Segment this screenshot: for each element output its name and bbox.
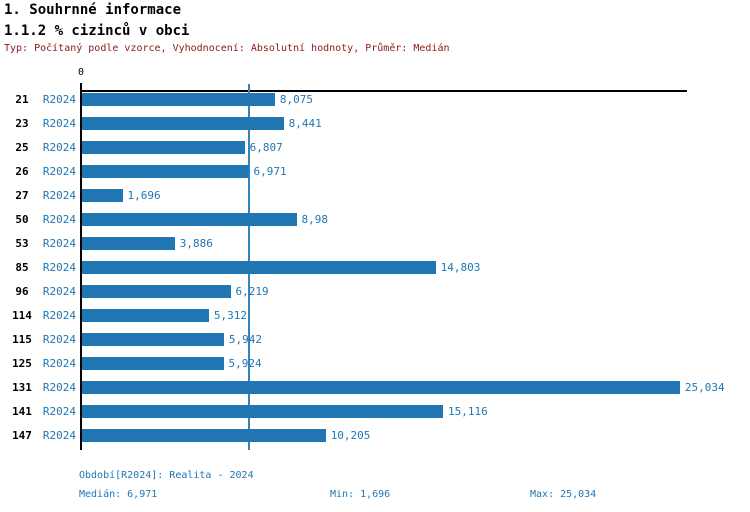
row-category-label: 26 <box>15 165 29 178</box>
bar <box>82 357 224 370</box>
bar-value-label: 5,942 <box>228 333 263 346</box>
bar <box>82 117 284 130</box>
bar <box>82 93 275 106</box>
bar-value-label: 10,205 <box>330 429 371 442</box>
row-series-label: R2024 <box>42 261 76 274</box>
bar-value-label: 6,807 <box>249 141 283 154</box>
bar <box>82 405 443 418</box>
row-category-label: 21 <box>15 93 29 106</box>
row-series-label: R2024 <box>42 429 76 442</box>
row-series-label: R2024 <box>42 381 76 394</box>
bar-value-label: 8,98 <box>301 213 329 226</box>
footer-max: Max: 25,034 <box>530 489 597 500</box>
bar-value-label: 8,075 <box>279 93 314 106</box>
bar-row: 114 R2024 5,312 <box>0 309 750 322</box>
row-series-label: R2024 <box>42 117 76 130</box>
row-category-label: 125 <box>12 357 32 370</box>
row-series-label: R2024 <box>42 165 76 178</box>
row-series-label: R2024 <box>42 333 76 346</box>
bar <box>82 213 297 226</box>
bar-row: 23 R2024 8,441 <box>0 117 750 130</box>
bar-value-label: 6,219 <box>235 285 269 298</box>
bar-row: 21 R2024 8,075 <box>0 93 750 106</box>
row-category-label: 115 <box>12 333 32 346</box>
footer-min: Min: 1,696 <box>330 489 391 500</box>
bar <box>82 285 231 298</box>
bar <box>82 141 245 154</box>
bar-row: 26 R2024 6,971 <box>0 165 750 178</box>
bar-row: 53 R2024 3,886 <box>0 237 750 250</box>
footer-median: Medián: 6,971 <box>79 489 158 500</box>
y-axis-line <box>80 83 82 450</box>
bar <box>82 381 680 394</box>
row-series-label: R2024 <box>42 405 76 418</box>
row-category-label: 147 <box>12 429 32 442</box>
bar-value-label: 15,116 <box>448 405 488 418</box>
bar-row: 125 R2024 5,924 <box>0 357 750 370</box>
bar <box>82 309 209 322</box>
bar-row: 131 R2024 25,034 <box>0 381 750 394</box>
bar-row: 141 R2024 15,116 <box>0 405 750 418</box>
row-series-label: R2024 <box>42 285 76 298</box>
bar-row: 85 R2024 14,803 <box>0 261 750 274</box>
bar <box>82 333 224 346</box>
row-category-label: 131 <box>12 381 32 394</box>
bar-value-label: 8,441 <box>288 117 322 130</box>
footer-period: Období[R2024]: Realita - 2024 <box>79 470 254 481</box>
bar-row: 25 R2024 6,807 <box>0 141 750 154</box>
row-category-label: 23 <box>15 117 29 130</box>
row-category-label: 141 <box>12 405 32 418</box>
bar <box>82 237 175 250</box>
bar-row: 115 R2024 5,942 <box>0 333 750 346</box>
bar-row: 96 R2024 6,219 <box>0 285 750 298</box>
row-series-label: R2024 <box>42 237 76 250</box>
bar-row: 27 R2024 1,696 <box>0 189 750 202</box>
bar-row: 147 R2024 10,205 <box>0 429 750 442</box>
row-category-label: 27 <box>15 189 29 202</box>
section-title: 1. Souhrnné informace <box>4 2 182 18</box>
row-category-label: 96 <box>15 285 29 298</box>
row-category-label: 114 <box>12 309 32 322</box>
bar-value-label: 5,312 <box>213 309 248 322</box>
indicator-title: 1.1.2 % cizinců v obci <box>4 23 190 39</box>
bar <box>82 189 123 202</box>
x-axis-line <box>80 90 687 92</box>
bar <box>82 165 249 178</box>
row-series-label: R2024 <box>42 309 76 322</box>
bar-value-label: 1,696 <box>127 189 161 202</box>
bar <box>82 429 326 442</box>
bar <box>82 261 436 274</box>
row-series-label: R2024 <box>42 189 76 202</box>
bar-value-label: 5,924 <box>228 357 262 370</box>
bar-value-label: 3,886 <box>179 237 213 250</box>
row-series-label: R2024 <box>42 93 76 106</box>
bar-value-label: 6,971 <box>253 165 287 178</box>
x-axis-zero-tick-label: 0 <box>77 67 85 78</box>
row-category-label: 50 <box>15 213 29 226</box>
row-category-label: 85 <box>15 261 29 274</box>
chart-meta: Typ: Počítaný podle vzorce, Vyhodnocení:… <box>4 43 450 54</box>
row-series-label: R2024 <box>42 213 76 226</box>
row-category-label: 53 <box>15 237 29 250</box>
bar-value-label: 25,034 <box>684 381 725 394</box>
row-series-label: R2024 <box>42 141 76 154</box>
row-category-label: 25 <box>15 141 29 154</box>
bar-row: 50 R2024 8,98 <box>0 213 750 226</box>
row-series-label: R2024 <box>42 357 76 370</box>
bar-value-label: 14,803 <box>440 261 481 274</box>
